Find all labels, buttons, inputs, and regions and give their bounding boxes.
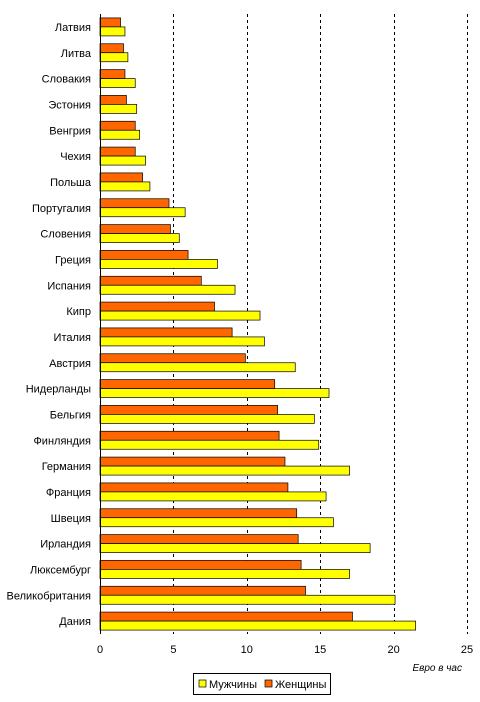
bar-women xyxy=(99,120,136,131)
bar-women xyxy=(99,560,302,570)
bar-men xyxy=(99,388,330,398)
category-label: Латвия xyxy=(55,22,91,34)
category-label: Бельгия xyxy=(50,409,91,421)
x-tick-label: 0 xyxy=(97,644,103,656)
x-tick-labels: 0 5 10 15 20 25 xyxy=(97,644,473,656)
bar-women xyxy=(99,146,136,157)
bar-women xyxy=(99,456,286,467)
bar-women xyxy=(99,611,353,622)
bar-women xyxy=(99,534,299,544)
bar-women xyxy=(99,17,121,28)
legend-box xyxy=(193,673,331,695)
bar-men xyxy=(99,78,136,88)
category-label: Италия xyxy=(54,332,92,344)
category-label: Словакия xyxy=(42,74,91,86)
category-label: Португалия xyxy=(32,203,91,215)
bar-men xyxy=(99,259,218,269)
bar-women xyxy=(99,508,298,519)
bar-women xyxy=(99,275,202,286)
bar-women xyxy=(99,198,170,209)
bar-men xyxy=(99,129,140,140)
bar-men xyxy=(99,26,126,37)
category-label: Испания xyxy=(47,280,91,292)
category-label: Нидерланды xyxy=(26,384,91,396)
category-label: Дания xyxy=(59,616,91,628)
category-label: Швеция xyxy=(51,513,91,525)
x-axis-title: Евро в час xyxy=(412,663,462,674)
bar-men xyxy=(99,104,138,114)
bar-women xyxy=(99,301,215,312)
bar-men xyxy=(99,414,315,424)
x-tick-label: 5 xyxy=(170,644,176,656)
bars xyxy=(99,17,416,631)
bar-men xyxy=(99,181,151,192)
x-tick-label: 10 xyxy=(241,644,253,656)
category-label: Словения xyxy=(40,229,91,241)
grid-lines xyxy=(173,14,468,634)
bar-women xyxy=(99,172,143,183)
category-label: Ирландия xyxy=(40,539,91,551)
x-tick-label: 20 xyxy=(387,644,399,656)
x-tick-label: 25 xyxy=(461,644,473,656)
x-tick-label: 15 xyxy=(314,644,326,656)
category-label: Люксембург xyxy=(30,564,91,576)
bar-men xyxy=(99,517,334,528)
bar-men xyxy=(99,491,327,502)
bar-women xyxy=(99,379,276,389)
category-label: Австрия xyxy=(49,358,91,370)
legend-swatch xyxy=(264,679,273,688)
legend-label: Женщины xyxy=(275,679,326,691)
bar-men xyxy=(99,207,186,218)
bar-men xyxy=(99,284,236,295)
legend: Мужчины Женщины xyxy=(193,673,331,695)
bar-men xyxy=(99,233,180,243)
bar-men xyxy=(99,465,350,476)
bar-men xyxy=(99,155,146,166)
category-labels: Латвия Литва Словакия Эстония Венгрия Чехия По… xyxy=(7,22,92,628)
bar-women xyxy=(99,430,280,441)
bar-women xyxy=(99,43,124,54)
legend-label: Мужчины xyxy=(209,679,257,691)
category-label: Германия xyxy=(42,461,91,473)
category-label: Греция xyxy=(55,254,91,266)
legend-swatch xyxy=(198,679,207,688)
category-label: Финляндия xyxy=(33,435,91,447)
bar-women xyxy=(99,353,246,364)
bar-men xyxy=(99,620,416,631)
bar-men xyxy=(99,336,265,347)
bar-women xyxy=(99,69,126,79)
bar-women xyxy=(99,95,127,105)
bar-women xyxy=(99,405,278,415)
bar-men xyxy=(99,439,320,450)
bar-women xyxy=(99,327,233,338)
category-label: Чехия xyxy=(60,151,91,163)
bar-men xyxy=(99,362,296,373)
category-label: Венгрия xyxy=(49,125,91,137)
bar-men xyxy=(99,594,396,605)
category-label: Кипр xyxy=(66,306,91,318)
bar-women xyxy=(99,482,289,493)
category-label: Франция xyxy=(46,487,91,499)
category-label: Польша xyxy=(50,177,92,189)
category-label: Литва xyxy=(61,48,92,60)
bar-men xyxy=(99,569,350,579)
bar-women xyxy=(99,585,306,596)
bar-women xyxy=(99,224,171,234)
bar-men xyxy=(99,52,129,63)
bar-women xyxy=(99,250,189,260)
category-label: Великобритания xyxy=(7,590,92,602)
category-label: Эстония xyxy=(48,99,91,111)
bar-men xyxy=(99,543,371,553)
bar-men xyxy=(99,310,261,321)
